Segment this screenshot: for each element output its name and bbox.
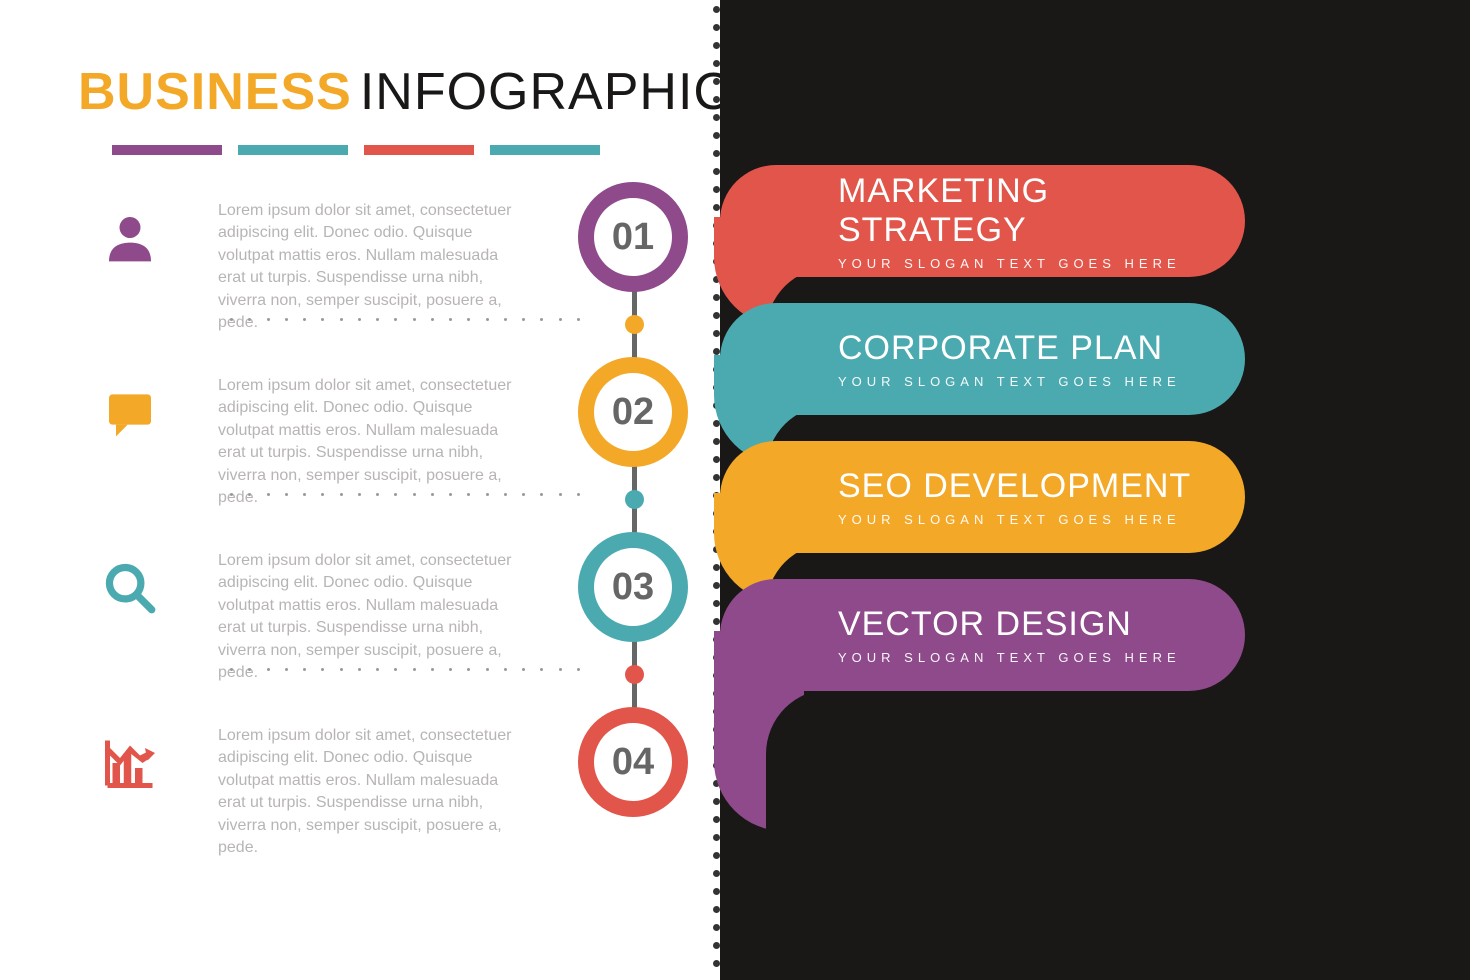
item-description: Lorem ipsum dolor sit amet, consectetuer… [218,725,528,859]
search-icon [100,558,160,618]
title-word-2: INFOGRAPHIC [360,63,732,121]
timeline-node: 03 [578,532,688,642]
category-tab: SEO DEVELOPMENT YOUR SLOGAN TEXT GOES HER… [720,441,1245,576]
timeline-node: 02 [578,357,688,467]
tab-subtitle: YOUR SLOGAN TEXT GOES HERE [838,512,1245,527]
tab-title: CORPORATE PLAN [838,329,1245,368]
item-description: Lorem ipsum dolor sit amet, consectetuer… [218,200,528,334]
tab-subtitle: YOUR SLOGAN TEXT GOES HERE [838,650,1245,665]
dotted-separator [230,668,580,678]
tab-subtitle: YOUR SLOGAN TEXT GOES HERE [838,256,1245,271]
timeline-number: 03 [594,548,672,626]
timeline-node: 04 [578,707,688,817]
tab-body: MARKETING STRATEGY YOUR SLOGAN TEXT GOES … [720,165,1245,277]
timeline-number: 04 [594,723,672,801]
underline-segment [490,145,600,155]
category-tab: CORPORATE PLAN YOUR SLOGAN TEXT GOES HERE [720,303,1245,438]
item-description: Lorem ipsum dolor sit amet, consectetuer… [218,375,528,509]
person-icon [100,208,160,268]
tab-body: SEO DEVELOPMENT YOUR SLOGAN TEXT GOES HER… [720,441,1245,553]
title-underline [112,145,600,155]
tab-title: SEO DEVELOPMENT [838,467,1245,506]
timeline-small-dot [625,665,644,684]
underline-segment [238,145,348,155]
timeline-number: 02 [594,373,672,451]
timeline-small-dot [625,490,644,509]
timeline-number: 01 [594,198,672,276]
timeline: 01 02 03 04 [578,182,688,882]
page-title: BUSINESSINFOGRAPHIC [78,62,732,122]
chat-icon [100,383,160,443]
dotted-separator [230,318,580,328]
category-tab: VECTOR DESIGN YOUR SLOGAN TEXT GOES HERE [720,579,1245,714]
tab-body: VECTOR DESIGN YOUR SLOGAN TEXT GOES HERE [720,579,1245,691]
infographic-canvas: BUSINESSINFOGRAPHIC Lorem ipsum dolor si… [0,0,1470,980]
item-description: Lorem ipsum dolor sit amet, consectetuer… [218,550,528,684]
tab-body: CORPORATE PLAN YOUR SLOGAN TEXT GOES HERE [720,303,1245,415]
timeline-node: 01 [578,182,688,292]
tab-subtitle: YOUR SLOGAN TEXT GOES HERE [838,374,1245,389]
category-tab: MARKETING STRATEGY YOUR SLOGAN TEXT GOES … [720,165,1245,300]
chart-icon [100,733,160,793]
tab-list: MARKETING STRATEGY YOUR SLOGAN TEXT GOES … [720,165,1250,717]
tab-title: VECTOR DESIGN [838,605,1245,644]
tab-title: MARKETING STRATEGY [838,172,1245,250]
underline-segment [112,145,222,155]
timeline-small-dot [625,315,644,334]
dotted-separator [230,493,580,503]
title-word-1: BUSINESS [78,63,352,121]
underline-segment [364,145,474,155]
